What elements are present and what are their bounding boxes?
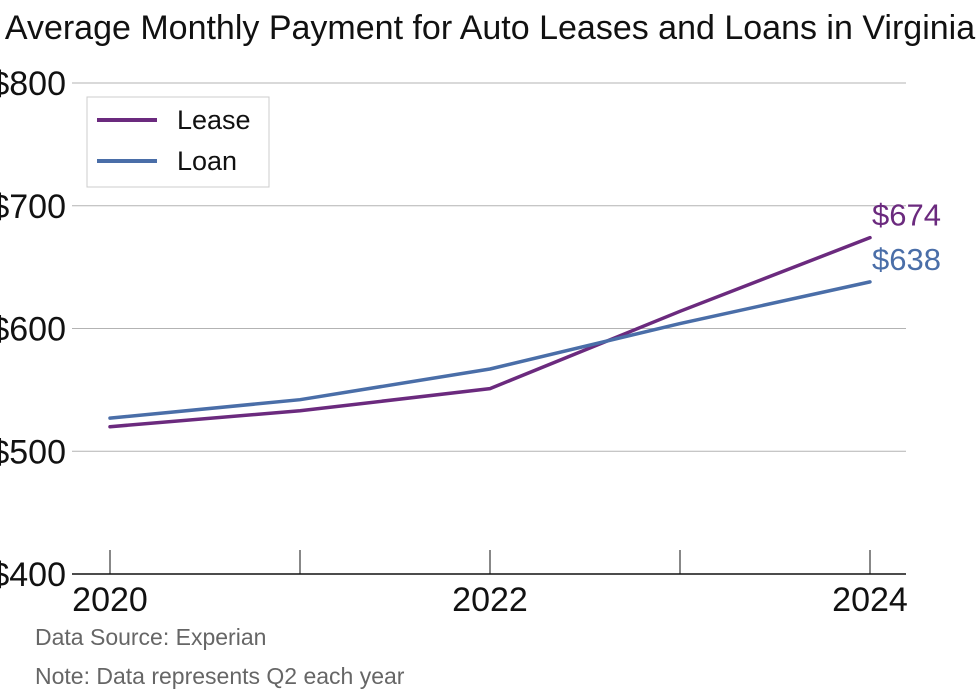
legend-box xyxy=(86,96,270,188)
y-tick-label: $600 xyxy=(0,311,66,349)
series-line-loan xyxy=(108,280,872,420)
legend-label-lease: Lease xyxy=(177,105,251,135)
data-source-note: Data Source: Experian xyxy=(35,624,266,650)
legend: Lease Loan xyxy=(86,96,270,188)
end-label-lease: $674 xyxy=(872,198,941,233)
legend-label-loan: Loan xyxy=(177,146,237,176)
x-tick-label: 2024 xyxy=(832,581,908,619)
x-tick-label: 2022 xyxy=(452,581,528,619)
end-labels: $674 $638 xyxy=(872,198,941,277)
y-tick-label: $800 xyxy=(0,65,66,103)
y-tick-label: $700 xyxy=(0,188,66,226)
chart-title: Average Monthly Payment for Auto Leases … xyxy=(5,9,975,47)
y-tick-label: $400 xyxy=(0,556,66,594)
end-label-loan: $638 xyxy=(872,242,941,277)
y-tick-label: $500 xyxy=(0,433,66,471)
axes: $400 $500 $600 $700 $800 2020 2022 2024 xyxy=(0,65,908,619)
x-tick-label: 2020 xyxy=(72,581,148,619)
gridlines xyxy=(72,82,906,452)
series-line-lease xyxy=(108,235,872,429)
footnote: Note: Data represents Q2 each year xyxy=(35,663,405,689)
series-lines xyxy=(108,235,872,429)
